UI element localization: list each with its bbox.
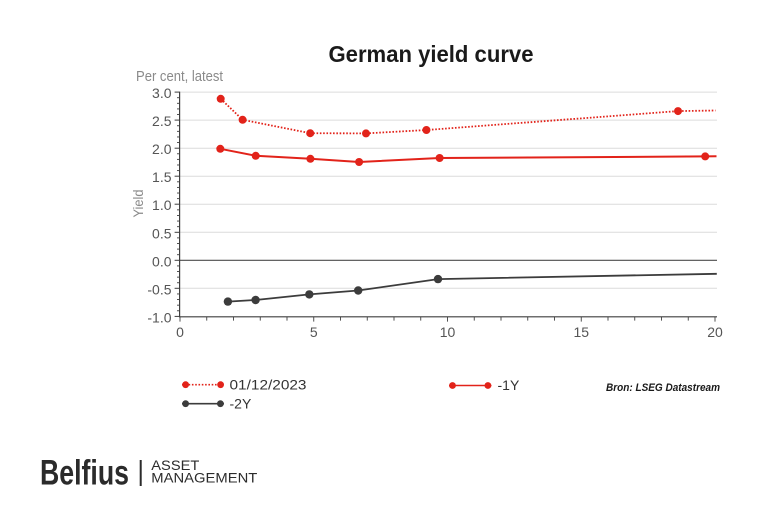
- svg-text:3.0: 3.0: [152, 85, 172, 101]
- svg-text:5: 5: [310, 324, 318, 340]
- svg-text:1.0: 1.0: [152, 197, 172, 213]
- svg-text:0.5: 0.5: [152, 225, 172, 241]
- svg-text:Bron: LSEG Datastream: Bron: LSEG Datastream: [606, 382, 720, 394]
- svg-text:ASSET: ASSET: [151, 458, 199, 473]
- svg-text:1.5: 1.5: [152, 169, 172, 185]
- svg-text:Belfius: Belfius: [40, 453, 129, 493]
- svg-text:15: 15: [574, 324, 590, 340]
- svg-text:German yield curve: German yield curve: [329, 41, 534, 67]
- svg-text:Yield: Yield: [131, 190, 146, 218]
- svg-text:-0.5: -0.5: [147, 281, 171, 297]
- svg-text:-2Y: -2Y: [230, 396, 252, 412]
- svg-text:20: 20: [707, 324, 723, 340]
- svg-text:2.5: 2.5: [152, 113, 172, 129]
- svg-text:01/12/2023: 01/12/2023: [230, 377, 307, 393]
- svg-text:10: 10: [440, 324, 456, 340]
- svg-text:0.0: 0.0: [152, 253, 172, 269]
- svg-text:-1Y: -1Y: [498, 377, 520, 393]
- svg-text:MANAGEMENT: MANAGEMENT: [151, 471, 257, 486]
- svg-text:Per cent, latest: Per cent, latest: [136, 68, 224, 85]
- svg-text:-1.0: -1.0: [147, 309, 171, 325]
- svg-text:2.0: 2.0: [152, 141, 172, 157]
- svg-text:0: 0: [176, 324, 184, 340]
